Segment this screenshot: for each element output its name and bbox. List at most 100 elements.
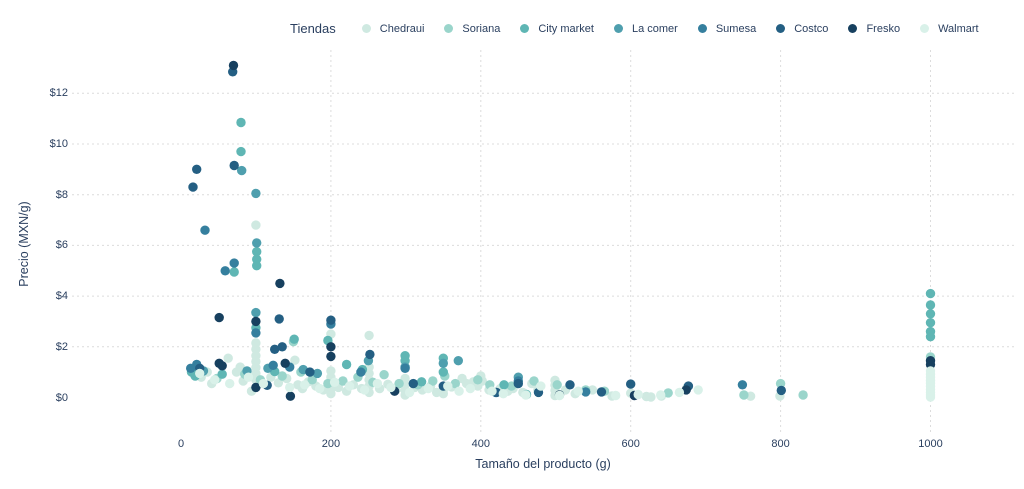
data-point[interactable] xyxy=(416,377,427,387)
data-point[interactable] xyxy=(186,363,196,373)
data-point[interactable] xyxy=(739,390,749,400)
data-point[interactable] xyxy=(195,368,205,379)
data-point[interactable] xyxy=(315,383,325,394)
data-point[interactable] xyxy=(275,278,285,289)
data-point[interactable] xyxy=(312,368,323,379)
data-point[interactable] xyxy=(251,307,261,318)
data-point[interactable] xyxy=(513,378,523,389)
data-point[interactable] xyxy=(450,378,460,389)
legend-item-chedraui[interactable]: Chedraui xyxy=(361,23,424,35)
data-point[interactable] xyxy=(693,385,703,395)
data-point[interactable] xyxy=(251,328,261,338)
data-point[interactable] xyxy=(408,378,418,389)
legend-item-costco[interactable]: Costco xyxy=(776,23,828,35)
data-point[interactable] xyxy=(251,382,261,393)
data-point[interactable] xyxy=(200,225,210,235)
data-point[interactable] xyxy=(633,389,643,400)
data-point[interactable] xyxy=(229,267,239,277)
data-point[interactable] xyxy=(925,309,936,319)
legend-item-soriana[interactable]: Soriana xyxy=(444,23,500,35)
data-point[interactable] xyxy=(217,361,227,371)
data-point[interactable] xyxy=(229,258,239,268)
data-point[interactable] xyxy=(192,164,202,174)
data-point[interactable] xyxy=(243,372,254,382)
data-point[interactable] xyxy=(798,390,808,400)
data-point[interactable] xyxy=(326,389,336,399)
data-point[interactable] xyxy=(344,381,355,391)
data-point[interactable] xyxy=(252,247,262,257)
data-point[interactable] xyxy=(277,342,287,352)
data-point[interactable] xyxy=(404,387,415,398)
data-point[interactable] xyxy=(285,382,295,393)
data-point[interactable] xyxy=(454,386,464,396)
data-point[interactable] xyxy=(251,188,261,199)
data-point[interactable] xyxy=(453,356,463,366)
data-point[interactable] xyxy=(438,358,448,368)
data-point[interactable] xyxy=(229,160,239,171)
data-point[interactable] xyxy=(465,383,475,394)
data-point[interactable] xyxy=(656,390,666,400)
data-point[interactable] xyxy=(443,381,453,391)
data-point[interactable] xyxy=(228,60,239,71)
data-point[interactable] xyxy=(925,300,936,310)
data-point[interactable] xyxy=(280,358,290,368)
data-point[interactable] xyxy=(359,385,370,395)
data-point[interactable] xyxy=(573,386,583,396)
data-point[interactable] xyxy=(326,351,336,362)
data-point[interactable] xyxy=(473,375,483,385)
data-point[interactable] xyxy=(252,261,262,271)
data-point[interactable] xyxy=(925,392,936,402)
data-point[interactable] xyxy=(223,353,233,363)
data-point[interactable] xyxy=(554,390,565,401)
data-point[interactable] xyxy=(379,370,389,380)
data-point[interactable] xyxy=(521,390,531,400)
data-point[interactable] xyxy=(529,376,539,386)
data-point[interactable] xyxy=(775,378,786,389)
legend-item-city-market[interactable]: City market xyxy=(520,23,594,35)
data-point[interactable] xyxy=(925,332,936,342)
data-point[interactable] xyxy=(364,330,374,341)
data-point[interactable] xyxy=(236,117,246,128)
data-point[interactable] xyxy=(423,383,433,394)
data-point[interactable] xyxy=(214,312,224,323)
data-point[interactable] xyxy=(565,380,575,390)
data-point[interactable] xyxy=(274,314,284,324)
data-point[interactable] xyxy=(487,386,497,396)
data-point[interactable] xyxy=(499,380,509,390)
data-point[interactable] xyxy=(394,378,404,389)
data-point[interactable] xyxy=(289,334,299,344)
data-point[interactable] xyxy=(646,392,656,402)
data-point[interactable] xyxy=(237,165,247,176)
data-point[interactable] xyxy=(217,369,227,379)
data-point[interactable] xyxy=(300,380,310,390)
data-point[interactable] xyxy=(307,375,317,385)
data-point[interactable] xyxy=(925,318,936,328)
data-point[interactable] xyxy=(329,377,340,387)
data-point[interactable] xyxy=(252,238,262,248)
legend-item-la-comer[interactable]: La comer xyxy=(613,23,678,35)
data-point[interactable] xyxy=(305,367,315,377)
data-point[interactable] xyxy=(776,385,786,396)
data-point[interactable] xyxy=(210,375,220,385)
legend-item-sumesa[interactable]: Sumesa xyxy=(697,23,756,35)
data-point[interactable] xyxy=(268,360,278,370)
data-point[interactable] xyxy=(356,367,366,377)
data-point[interactable] xyxy=(536,381,546,391)
data-point[interactable] xyxy=(341,359,352,370)
data-point[interactable] xyxy=(498,389,508,399)
data-point[interactable] xyxy=(386,382,396,393)
data-point[interactable] xyxy=(626,379,636,389)
data-point[interactable] xyxy=(552,380,562,390)
data-point[interactable] xyxy=(270,344,280,354)
data-point[interactable] xyxy=(663,388,673,398)
data-point[interactable] xyxy=(188,182,198,192)
data-point[interactable] xyxy=(400,363,410,373)
data-point[interactable] xyxy=(372,378,383,389)
data-point[interactable] xyxy=(737,380,748,390)
data-point[interactable] xyxy=(251,220,261,230)
legend-item-fresko[interactable]: Fresko xyxy=(848,23,900,35)
data-point[interactable] xyxy=(365,349,375,360)
data-point[interactable] xyxy=(925,288,936,299)
data-point[interactable] xyxy=(236,146,246,157)
data-point[interactable] xyxy=(338,376,348,386)
